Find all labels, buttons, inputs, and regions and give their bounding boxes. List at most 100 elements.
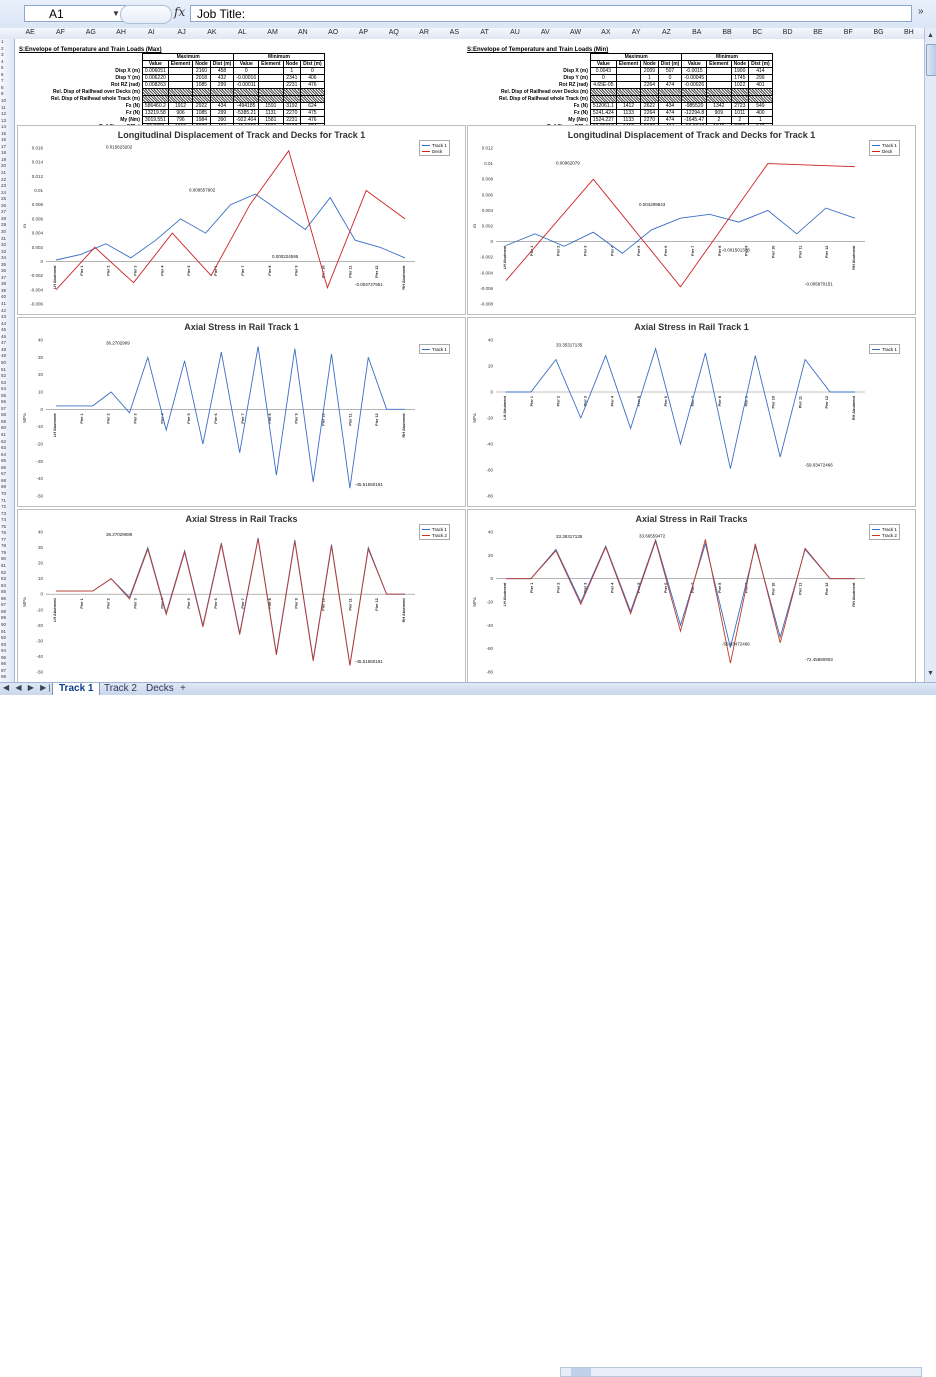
row-number[interactable]: 77	[1, 536, 7, 542]
row-number[interactable]: 67	[1, 471, 7, 477]
chart-axial-stress-tracks-right[interactable]: Axial Stress in Rail Tracks 40 20 0 -20 -40 -6…	[467, 509, 916, 682]
row-number[interactable]: 66	[1, 464, 7, 470]
table-cell[interactable]: 0	[233, 67, 260, 75]
table-cell[interactable]: 475	[300, 109, 325, 117]
scroll-up-icon[interactable]: ▲	[927, 32, 934, 39]
row-number[interactable]: 46	[1, 333, 7, 339]
row-label[interactable]: Disp Y (m)	[563, 75, 588, 81]
row-number[interactable]: 80	[1, 556, 7, 562]
row-number[interactable]: 8	[1, 84, 4, 90]
row-number[interactable]: 83	[1, 576, 7, 582]
table-cell[interactable]	[300, 88, 325, 96]
chart-axial-stress-tracks-left[interactable]: Axial Stress in Rail Tracks 40 30 20 10 0 -10 -…	[17, 509, 466, 682]
chart-legend[interactable]: Track 1	[419, 344, 450, 354]
table-cell[interactable]: 434	[209, 102, 235, 110]
row-number[interactable]: 97	[1, 667, 7, 673]
table-cell[interactable]	[730, 88, 750, 96]
column-header-as[interactable]: AS	[449, 29, 460, 36]
row-number[interactable]: 44	[1, 320, 7, 326]
row-number[interactable]: 72	[1, 504, 7, 510]
row-number[interactable]: 57	[1, 405, 7, 411]
column-label[interactable]: Node	[192, 60, 211, 68]
row-number[interactable]: 60	[1, 425, 7, 431]
table-cell[interactable]: 1524.227	[589, 116, 617, 124]
column-header-ae[interactable]: AE	[25, 29, 35, 36]
table-cell[interactable]: 3192	[282, 102, 302, 110]
table-cell[interactable]: -5385.21	[233, 109, 260, 117]
row-number[interactable]: 93	[1, 641, 7, 647]
table-cell[interactable]	[141, 88, 169, 96]
row-number[interactable]: 90	[1, 621, 7, 627]
row-number[interactable]: 12	[1, 111, 7, 117]
table-cell[interactable]: -0.0015	[681, 67, 708, 75]
table-cell[interactable]	[282, 88, 302, 96]
row-number[interactable]: 56	[1, 399, 7, 405]
table-cell[interactable]	[706, 67, 732, 75]
row-number[interactable]: 6	[1, 71, 4, 77]
table-cell[interactable]: -0.00026	[681, 81, 708, 89]
row-label[interactable]: My (Nm)	[120, 117, 140, 123]
column-header-au[interactable]: AU	[510, 29, 520, 36]
row-number[interactable]: 95	[1, 654, 7, 660]
table-cell[interactable]: 2009	[640, 67, 659, 75]
row-number[interactable]: 53	[1, 379, 7, 385]
table-cell[interactable]: 507	[657, 67, 683, 75]
row-number[interactable]: 41	[1, 301, 7, 306]
row-header[interactable]: 1 2 3 4 5 6 7 8 9 10 11 12 13 14 15 16 17 18 19 20 21 22 23 24 2…	[0, 39, 15, 682]
row-number[interactable]: 68	[1, 477, 7, 483]
row-number[interactable]: 39	[1, 287, 7, 293]
table-cell[interactable]: 390	[209, 116, 235, 124]
table-cell[interactable]	[258, 74, 284, 82]
table-cell[interactable]	[192, 95, 211, 103]
table-cell[interactable]: 1342	[706, 102, 732, 110]
group-header-min[interactable]: Minimum	[681, 53, 773, 61]
table-cell[interactable]	[706, 95, 732, 103]
table-cell[interactable]: 2723	[730, 102, 750, 110]
table-cell[interactable]	[167, 88, 194, 96]
table-cell[interactable]	[192, 88, 211, 96]
table-cell[interactable]: 624	[300, 102, 325, 110]
row-number[interactable]: 18	[1, 150, 7, 156]
scroll-down-icon[interactable]: ▼	[927, 670, 934, 677]
table-cell[interactable]: 586460.2	[141, 102, 169, 110]
row-label[interactable]: Fx (N)	[125, 103, 140, 109]
table-cell[interactable]: 4.65E-05	[589, 81, 617, 89]
row-number[interactable]: 88	[1, 608, 7, 614]
table-cell[interactable]: 2	[730, 116, 750, 124]
row-number[interactable]: 98	[1, 674, 7, 680]
table-cell[interactable]	[258, 67, 284, 75]
table-cell[interactable]	[706, 81, 732, 89]
column-label[interactable]: Dist (m)	[209, 60, 235, 68]
row-number[interactable]: 13	[1, 117, 7, 123]
table-cell[interactable]: 2018	[192, 74, 211, 82]
row-number[interactable]: 14	[1, 124, 7, 130]
vertical-scrollbar[interactable]: ▲ ▼	[924, 28, 936, 682]
name-box[interactable]: A1	[24, 5, 126, 22]
chart-legend[interactable]: Track 1 Track 2	[869, 524, 900, 540]
table-cell[interactable]	[282, 95, 302, 103]
table-cell[interactable]: 909	[706, 109, 732, 117]
column-label[interactable]: Value	[141, 60, 169, 68]
group-header-min[interactable]: Minimum	[233, 53, 325, 61]
row-number[interactable]: 81	[1, 563, 7, 568]
row-label[interactable]: Disp Y (m)	[115, 75, 140, 81]
row-number[interactable]: 22	[1, 176, 7, 182]
table-cell[interactable]	[209, 88, 235, 96]
row-number[interactable]: 19	[1, 156, 7, 162]
table-cell[interactable]: 2160	[192, 67, 211, 75]
column-header-az[interactable]: AZ	[661, 29, 671, 36]
row-number[interactable]: 38	[1, 281, 7, 287]
table-cell[interactable]: 1	[282, 67, 302, 75]
group-header-max[interactable]: Maximum	[589, 53, 683, 61]
table-cell[interactable]: 2270	[640, 116, 659, 124]
table-cell[interactable]: 299	[209, 109, 235, 117]
table-cell[interactable]	[258, 81, 284, 89]
table-cell[interactable]	[657, 95, 683, 103]
table-cell[interactable]: 474	[657, 109, 683, 117]
table-cell[interactable]	[589, 88, 617, 96]
row-label[interactable]: Fx (N)	[573, 103, 588, 109]
column-header-be[interactable]: BE	[813, 29, 823, 36]
row-number[interactable]: 82	[1, 569, 7, 575]
table-cell[interactable]	[258, 95, 284, 103]
column-header-af[interactable]: AF	[55, 29, 65, 36]
